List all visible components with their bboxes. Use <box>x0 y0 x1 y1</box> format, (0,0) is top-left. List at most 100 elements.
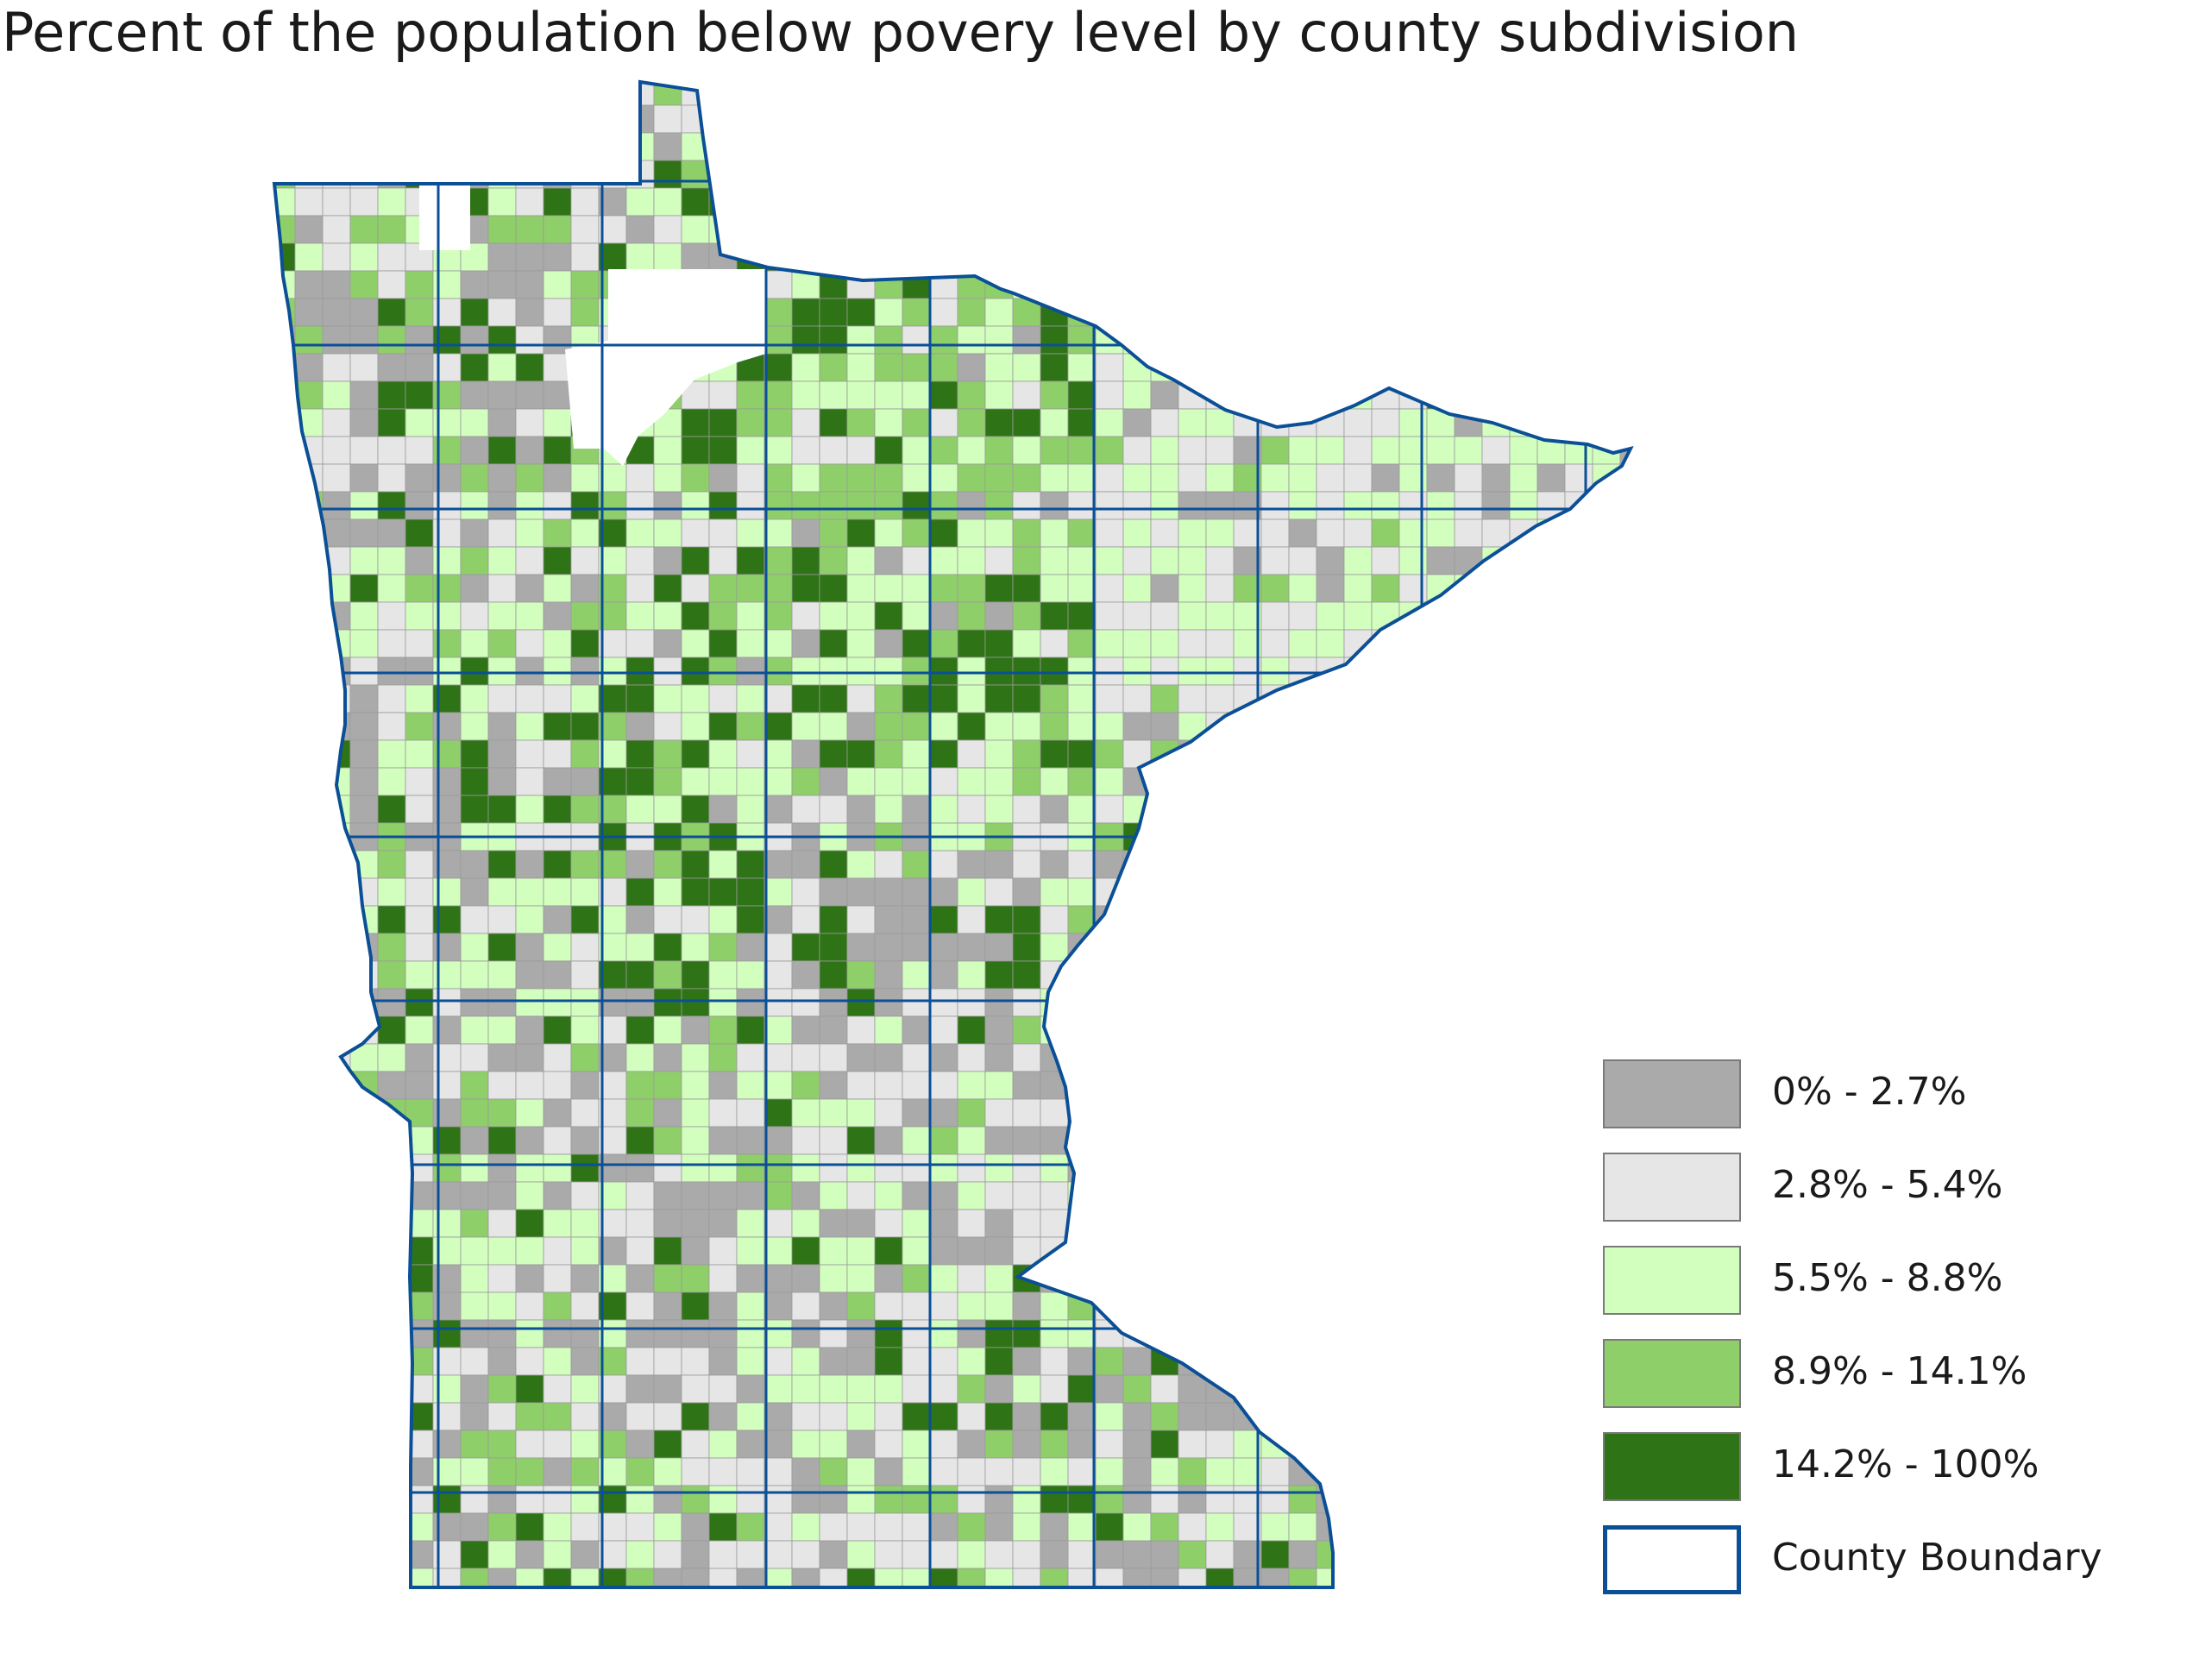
subdivision-cell <box>1205 822 1235 851</box>
subdivision-cell <box>957 104 986 134</box>
subdivision-cell <box>984 1347 1014 1376</box>
subdivision-cell <box>1481 712 1511 741</box>
subdivision-cell <box>653 1098 682 1128</box>
subdivision-cell <box>1343 1181 1373 1210</box>
subdivision-cell <box>819 1457 848 1486</box>
subdivision-cell <box>1592 960 1621 990</box>
subdivision-cell <box>1178 1098 1207 1128</box>
subdivision-cell <box>1122 657 1152 686</box>
subdivision-cell <box>1067 160 1097 189</box>
subdivision-cell <box>1398 877 1428 907</box>
subdivision-cell <box>1509 1568 1538 1587</box>
subdivision-cell <box>846 1319 876 1348</box>
subdivision-cell <box>274 988 296 1017</box>
subdivision-cell <box>1233 960 1262 990</box>
subdivision-cell <box>460 1291 489 1321</box>
subdivision-cell <box>322 1347 351 1376</box>
subdivision-cell <box>1398 160 1428 189</box>
subdivision-cell <box>1454 1319 1483 1348</box>
subdivision-cell <box>1592 1015 1621 1045</box>
subdivision-cell <box>1205 684 1235 713</box>
subdivision-cell <box>1564 298 1593 327</box>
subdivision-cell <box>1398 1043 1428 1072</box>
subdivision-cell <box>1095 601 1124 631</box>
subdivision-cell <box>846 684 876 713</box>
subdivision-cell <box>322 933 351 962</box>
subdivision-cell <box>791 82 820 106</box>
subdivision-cell <box>1509 298 1538 327</box>
subdivision-cell <box>764 82 793 106</box>
subdivision-cell <box>625 960 655 990</box>
county-boundary <box>1584 179 1631 347</box>
subdivision-cell <box>1012 1374 1041 1404</box>
subdivision-cell <box>1454 1568 1483 1587</box>
subdivision-cell <box>543 933 572 962</box>
subdivision-cell <box>1619 1126 1631 1155</box>
subdivision-cell <box>294 132 324 161</box>
subdivision-cell <box>736 1153 765 1183</box>
subdivision-cell <box>1481 1015 1511 1045</box>
subdivision-cell <box>1288 684 1317 713</box>
subdivision-cell <box>708 215 738 244</box>
subdivision-cell <box>625 1209 655 1238</box>
subdivision-cell <box>1316 104 1345 134</box>
subdivision-cell <box>1067 1098 1097 1128</box>
subdivision-cell <box>1398 353 1428 382</box>
county-boundary <box>1092 179 1260 347</box>
subdivision-cell <box>1095 712 1124 741</box>
subdivision-cell <box>349 187 379 217</box>
subdivision-cell <box>1536 1071 1566 1100</box>
subdivision-cell <box>1012 1457 1041 1486</box>
subdivision-cell <box>1288 1043 1317 1072</box>
subdivision-cell <box>349 601 379 631</box>
subdivision-cell <box>1371 574 1400 603</box>
subdivision-cell <box>874 767 903 796</box>
subdivision-cell <box>1398 242 1428 272</box>
subdivision-cell <box>1288 82 1317 106</box>
subdivision-cell <box>1205 546 1235 575</box>
subdivision-cell <box>984 215 1014 244</box>
subdivision-cell <box>819 795 848 824</box>
subdivision-cell <box>1288 298 1317 327</box>
subdivision-cell <box>929 684 958 713</box>
subdivision-cell <box>543 104 572 134</box>
subdivision-cell <box>791 1291 820 1321</box>
subdivision-cell <box>349 298 379 327</box>
subdivision-cell <box>1509 187 1538 217</box>
subdivision-cell <box>846 298 876 327</box>
subdivision-cell <box>929 187 958 217</box>
subdivision-cell <box>791 1098 820 1128</box>
subdivision-cell <box>1067 1374 1097 1404</box>
subdivision-cell <box>322 436 351 465</box>
subdivision-cell <box>1233 933 1262 962</box>
subdivision-cell <box>708 1512 738 1542</box>
subdivision-cell <box>1012 1071 1041 1100</box>
subdivision-cell <box>1398 1485 1428 1514</box>
subdivision-cell <box>570 298 600 327</box>
subdivision-cell <box>764 850 793 879</box>
subdivision-cell <box>1619 242 1631 272</box>
subdivision-cell <box>708 1485 738 1514</box>
subdivision-cell <box>1343 1485 1373 1514</box>
subdivision-cell <box>1564 1457 1593 1486</box>
subdivision-cell <box>1122 1098 1152 1128</box>
subdivision-cell <box>791 767 820 796</box>
subdivision-cell <box>377 739 406 769</box>
subdivision-cell <box>377 463 406 493</box>
subdivision-cell <box>1205 1181 1235 1210</box>
subdivision-cell <box>625 877 655 907</box>
subdivision-cell <box>274 82 296 106</box>
subdivision-cell <box>1205 1430 1235 1459</box>
subdivision-cell <box>653 1209 682 1238</box>
subdivision-cell <box>1564 712 1593 741</box>
subdivision-cell <box>1205 1015 1235 1045</box>
subdivision-cell <box>460 574 489 603</box>
subdivision-cell <box>460 850 489 879</box>
subdivision-cell <box>1398 1457 1428 1486</box>
subdivision-cell <box>819 546 848 575</box>
subdivision-cell <box>377 353 406 382</box>
subdivision-cell <box>1481 933 1511 962</box>
subdivision-cell <box>846 215 876 244</box>
subdivision-cell <box>1316 518 1345 548</box>
subdivision-cell <box>1067 960 1097 990</box>
